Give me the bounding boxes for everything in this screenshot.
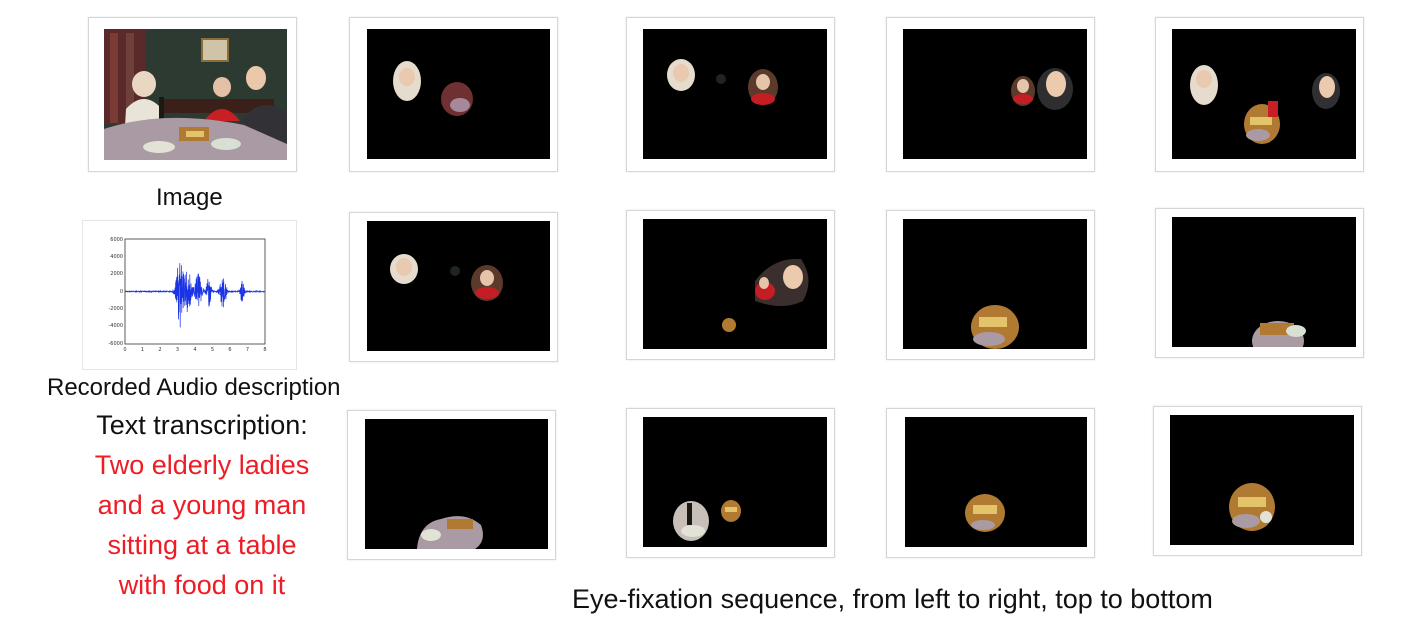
waveform-line xyxy=(124,263,266,328)
fixation-map xyxy=(367,29,550,159)
original-image xyxy=(104,29,287,160)
x-tick-label: 6 xyxy=(228,347,231,353)
x-tick-label: 2 xyxy=(158,347,161,353)
fixation-spot xyxy=(722,318,736,332)
y-tick-label: -4000 xyxy=(108,323,123,329)
dinner-scene-photo xyxy=(104,29,287,160)
waveform-chart: 6000 4000 2000 0 -2000 -4000 -6000 0 1 2… xyxy=(108,237,266,353)
fixation-spot xyxy=(716,74,726,84)
fixation-map xyxy=(643,219,827,349)
fixation-map xyxy=(1172,29,1356,159)
fixation-frame-1 xyxy=(349,17,558,172)
fixation-frame-4 xyxy=(1155,17,1364,172)
y-tick-label: 4000 xyxy=(110,254,123,260)
original-image-frame xyxy=(88,17,297,172)
transcription-block: Text transcription: Two elderly ladies a… xyxy=(62,405,342,605)
x-tick-label: 4 xyxy=(193,347,196,353)
fixation-frame-6 xyxy=(626,210,835,360)
fixation-frame-12 xyxy=(1153,406,1362,556)
fixation-map xyxy=(903,219,1087,349)
audio-waveform-plot: 6000 4000 2000 0 -2000 -4000 -6000 0 1 2… xyxy=(82,220,297,370)
fixation-frame-7 xyxy=(886,210,1095,360)
fixation-map xyxy=(643,417,827,547)
x-tick-label: 3 xyxy=(176,347,179,353)
fixation-map xyxy=(903,29,1087,159)
fixation-frame-9 xyxy=(347,410,556,560)
fixation-map xyxy=(1170,415,1354,545)
fixation-frame-11 xyxy=(886,408,1095,558)
y-tick-label: 0 xyxy=(120,289,123,295)
x-tick-label: 5 xyxy=(211,347,214,353)
x-tick-label: 7 xyxy=(246,347,249,353)
fixation-frame-10 xyxy=(626,408,835,558)
transcription-line: sitting at a table xyxy=(107,530,297,560)
fixation-frame-3 xyxy=(886,17,1095,172)
fixation-map xyxy=(367,221,550,351)
fixation-frame-8 xyxy=(1155,208,1364,358)
y-tick-label: 6000 xyxy=(110,237,123,243)
y-tick-label: -6000 xyxy=(108,341,123,347)
audio-caption: Recorded Audio description xyxy=(47,374,341,401)
y-tick-label: -2000 xyxy=(108,306,123,312)
x-tick-label: 8 xyxy=(263,347,266,353)
sequence-caption: Eye-fixation sequence, from left to righ… xyxy=(572,584,1213,614)
transcription-line: with food on it xyxy=(118,570,286,600)
transcription-line: Two elderly ladies xyxy=(94,450,310,480)
transcription-line: and a young man xyxy=(97,490,307,520)
fixation-frame-2 xyxy=(626,17,835,172)
fixation-map xyxy=(905,417,1087,547)
y-tick-label: 2000 xyxy=(110,271,123,277)
fixation-map xyxy=(365,419,548,549)
fixation-spot xyxy=(450,266,460,276)
fixation-map xyxy=(1172,217,1356,347)
transcription-label: Text transcription: xyxy=(96,410,308,440)
x-tick-label: 0 xyxy=(123,347,126,353)
fixation-map xyxy=(643,29,827,159)
fixation-frame-5 xyxy=(349,212,558,362)
image-caption: Image xyxy=(156,184,223,211)
x-tick-label: 1 xyxy=(141,347,144,353)
